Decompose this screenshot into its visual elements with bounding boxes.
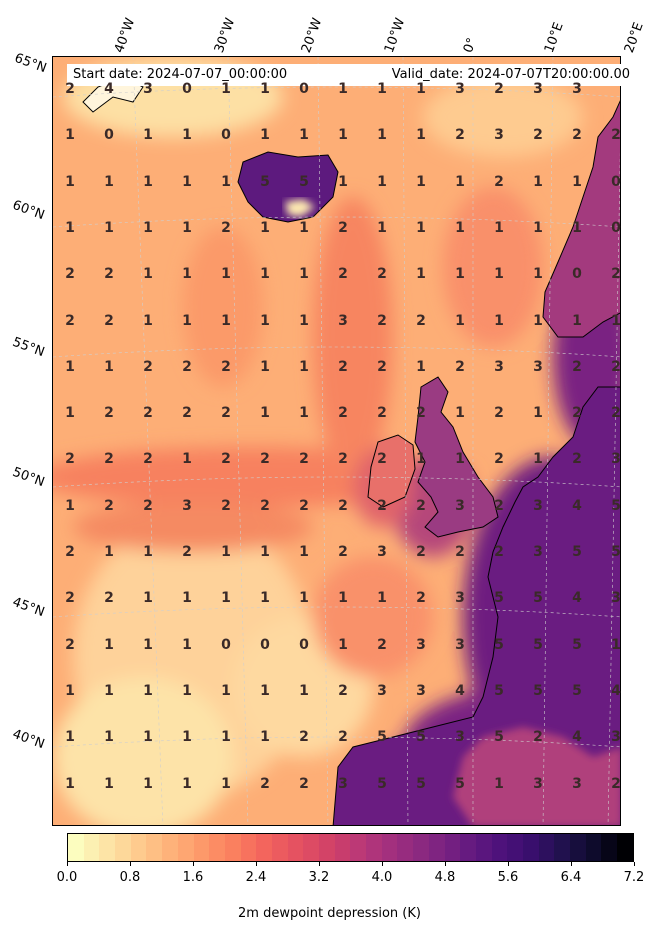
iceland-glacier: [285, 199, 315, 217]
colorbar-tick-label: 6.4: [560, 870, 582, 885]
colorbar-segment: [585, 834, 602, 861]
lat-label-45n: 45°N: [10, 594, 47, 621]
colorbar-segment: [334, 834, 351, 861]
lon-label-40w: 40°W: [111, 16, 139, 55]
colorbar-title: 2m dewpoint depression (K): [238, 906, 421, 921]
colorbar-tick-label: 7.2: [623, 870, 645, 885]
colorbar-tick-label: 5.6: [497, 870, 519, 885]
colorbar-segment: [209, 834, 225, 861]
lat-label-55n: 55°N: [10, 334, 47, 361]
colorbar-tick-label: 1.6: [182, 870, 204, 885]
graticule: [53, 57, 620, 825]
colorbar-segment: [115, 834, 131, 861]
colorbar-segment: [83, 834, 100, 861]
colorbar-tick-mark: [444, 862, 446, 866]
colorbar-segment: [475, 834, 492, 861]
colorbar-tick-mark: [66, 862, 68, 866]
colorbar-tick-mark: [192, 862, 194, 866]
colorbar-segment: [491, 834, 508, 861]
colorbar-segment: [68, 834, 84, 861]
colorbar-tick-label: 3.2: [308, 870, 330, 885]
lat-label-65n: 65°N: [12, 50, 49, 77]
lat-label-50n: 50°N: [10, 464, 47, 491]
colorbar-tick-mark: [381, 862, 383, 866]
colorbar-segment: [413, 834, 429, 861]
colorbar-segment: [99, 834, 116, 861]
colorbar-segment: [428, 834, 445, 861]
great-britain-landmass: [414, 376, 499, 538]
colorbar-tick-mark: [570, 862, 572, 866]
colorbar-tick-mark: [129, 862, 131, 866]
colorbar-tick-label: 4.8: [434, 870, 456, 885]
iceland-landmass: [237, 151, 339, 223]
scandinavia-landmass: [542, 100, 620, 338]
colorbar-segment: [287, 834, 304, 861]
colorbar-tick-mark: [507, 862, 509, 866]
colorbar-segment: [381, 834, 398, 861]
colorbar-segment: [350, 834, 367, 861]
lat-label-40n: 40°N: [10, 726, 47, 753]
colorbar-segment: [601, 834, 618, 861]
continental-europe-landmass: [332, 386, 620, 825]
colorbar-tick-mark: [318, 862, 320, 866]
colorbar-segment: [507, 834, 523, 861]
lon-label-10w: 10°W: [381, 16, 409, 55]
colorbar-segment: [193, 834, 210, 861]
ireland-landmass: [367, 434, 416, 508]
lat-label-60n: 60°N: [10, 197, 47, 224]
start-date-label: Start date: 2024-07-07_00:00:00: [73, 67, 288, 82]
colorbar-tick-label: 2.4: [245, 870, 267, 885]
dewpoint-depression-map: [53, 57, 620, 825]
colorbar-segment: [162, 834, 178, 861]
colorbar-segment: [570, 834, 586, 861]
lon-label-20e: 20°E: [621, 20, 647, 55]
date-header-box: [67, 64, 634, 86]
colorbar-tick-label: 0.8: [119, 870, 141, 885]
colorbar-segment: [240, 834, 257, 861]
colorbar-segment: [397, 834, 414, 861]
colorbar-segment: [256, 834, 272, 861]
colorbar-segment: [444, 834, 461, 861]
colorbar-segment: [319, 834, 335, 861]
lon-label-30w: 30°W: [211, 16, 239, 55]
colorbar-segment: [303, 834, 319, 861]
colorbar-segment: [146, 834, 163, 861]
colorbar-tick-label: 4.0: [371, 870, 393, 885]
colorbar-segment: [554, 834, 570, 861]
colorbar-segment: [617, 834, 633, 861]
colorbar: [67, 833, 634, 862]
lon-label-20w: 20°W: [298, 16, 326, 55]
colorbar-segment: [224, 834, 241, 861]
valid-date-label: Valid_date: 2024-07-07T20:00:00.00: [391, 67, 630, 82]
lon-label-0: 0°: [460, 35, 481, 55]
colorbar-segment: [366, 834, 382, 861]
colorbar-segment: [538, 834, 555, 861]
lon-label-10e: 10°E: [541, 20, 567, 55]
colorbar-tick-label: 0.0: [56, 870, 78, 885]
colorbar-segment: [130, 834, 147, 861]
mediterranean-sea: [453, 727, 620, 825]
colorbar-segment: [177, 834, 194, 861]
map-panel: [52, 56, 621, 826]
colorbar-segment: [271, 834, 288, 861]
colorbar-segment: [522, 834, 539, 861]
colorbar-segment: [460, 834, 476, 861]
colorbar-tick-mark: [255, 862, 257, 866]
colorbar-tick-mark: [633, 862, 635, 866]
